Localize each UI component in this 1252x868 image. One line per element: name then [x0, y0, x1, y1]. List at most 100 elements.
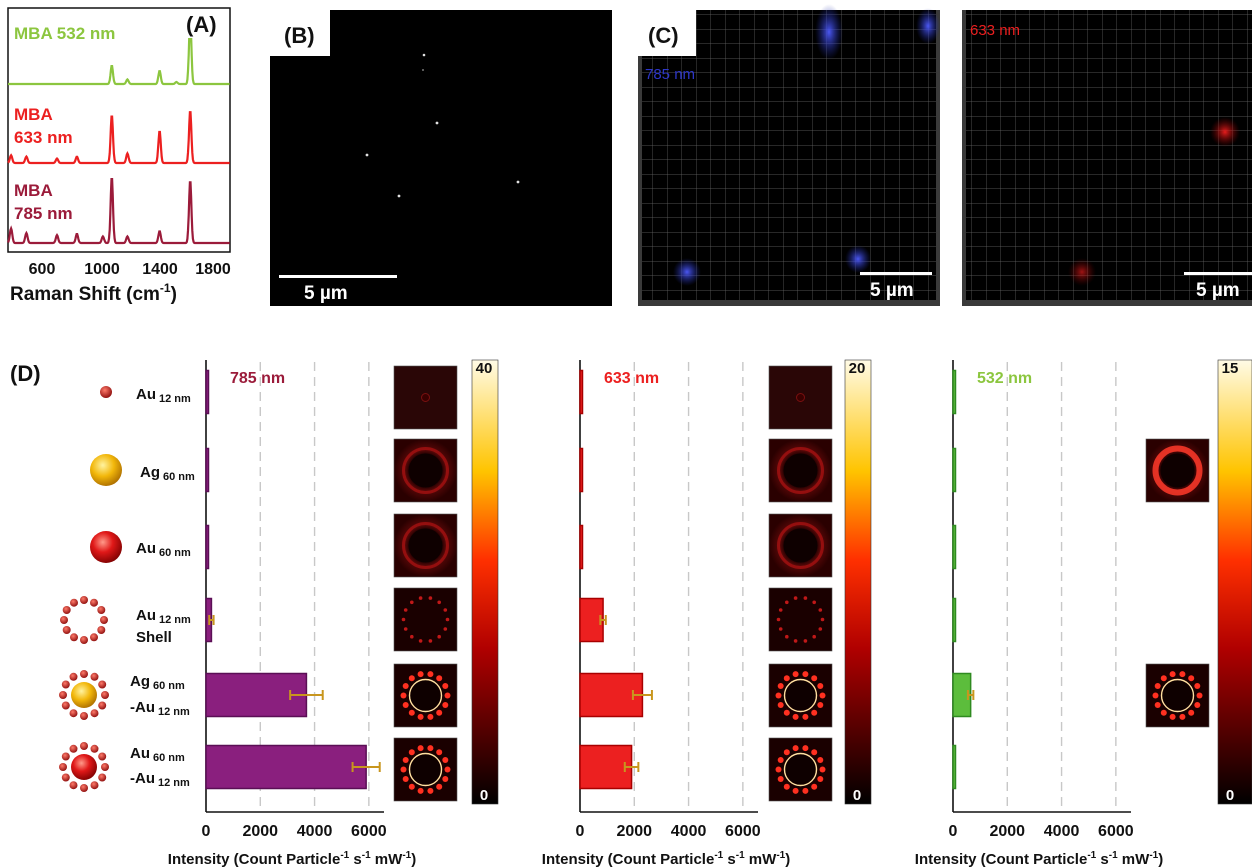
- shell-dot: [62, 626, 71, 634]
- inset-particle: [783, 453, 818, 488]
- field-map-inset: [768, 438, 833, 503]
- bar: [952, 597, 957, 643]
- particle-spot: [516, 180, 520, 184]
- shell-dot: [101, 691, 109, 699]
- inset-hotspot: [417, 787, 424, 794]
- x-tick-label: 2000: [242, 823, 278, 840]
- inset-hotspot: [1194, 702, 1201, 708]
- inset-hotspot: [436, 783, 443, 790]
- panel-c-left-wavelength: 785 nm: [645, 66, 695, 83]
- inset-hotspot: [792, 671, 799, 678]
- inset-core-edge: [783, 678, 818, 713]
- panel-c-right-grid: [966, 10, 1252, 300]
- core-sphere: [71, 682, 97, 708]
- colorbar-max: 15: [1222, 360, 1239, 377]
- panel-c-label: (C): [648, 23, 679, 48]
- au-shell-icon: [60, 596, 108, 644]
- raman-spot: [815, 4, 843, 60]
- inset-hotspot: [792, 745, 799, 752]
- inset-core-edge: [1160, 678, 1195, 713]
- colorbar: [844, 359, 872, 805]
- field-map-inset: [393, 663, 458, 728]
- inset-particle: [408, 528, 443, 563]
- panel-b: (B) 5 µm: [270, 10, 612, 306]
- panel-d-label: (D): [10, 361, 41, 386]
- panel-c-right-wavelength: 633 nm: [970, 22, 1020, 39]
- x-tick-label: 2000: [616, 823, 652, 840]
- inset-core: [785, 680, 816, 711]
- inset-hotspot: [785, 634, 789, 639]
- chart-title: 633 nm: [604, 370, 659, 387]
- field-map-inset: [393, 513, 458, 578]
- shell-dot: [80, 784, 88, 792]
- a-xlabel: Raman Shift (cm-1): [10, 281, 177, 305]
- inset-hotspot: [1188, 675, 1195, 682]
- inset-hotspot: [778, 608, 783, 612]
- inset-hotspot: [817, 757, 824, 763]
- field-map-inset: [393, 438, 458, 503]
- shell-dot: [60, 616, 68, 624]
- inset-hotspot: [402, 702, 409, 708]
- label-ag-60nm: Ag 60 nm: [140, 464, 195, 483]
- inset-hotspot: [445, 617, 450, 622]
- colorbar: [1217, 359, 1252, 805]
- shell-dot: [98, 701, 107, 710]
- colorbar-min: 0: [480, 787, 488, 804]
- inset-hotspot: [817, 702, 824, 708]
- field-map-inset: [393, 365, 458, 430]
- x-tick-label: 4000: [297, 823, 333, 840]
- inset-field-halo: [777, 447, 824, 494]
- spectrum-label-785: MBA 785 nm: [14, 181, 73, 223]
- inset-hotspot: [428, 639, 433, 643]
- au-12nm-icon: [100, 386, 112, 398]
- inset-hotspot: [442, 683, 449, 689]
- spectrum-532: [8, 19, 230, 86]
- shell-dot: [97, 626, 106, 634]
- panel-c-right-scalebar: [1184, 272, 1252, 275]
- particle-labels: Au 12 nm Ag 60 nm Au 60 nm Au 12 nm Shell Ag…: [130, 386, 195, 789]
- shell-dot: [61, 773, 70, 782]
- x-axis-label: Intensity (Count Particle-1 s-1 mW-1): [168, 850, 416, 868]
- field-map-inset: [768, 365, 833, 430]
- x-tick-label: 6000: [351, 823, 387, 840]
- inset-core: [410, 754, 441, 785]
- panel-c-label-bg: [638, 10, 696, 56]
- inset-hotspot: [777, 702, 784, 708]
- inset-hotspot: [812, 600, 816, 605]
- a-tick-1800: 1800: [195, 261, 231, 278]
- inset-core: [785, 754, 816, 785]
- inset-hotspot: [775, 766, 782, 773]
- bar: [579, 672, 644, 718]
- inset-particle: [796, 393, 805, 402]
- colorbar-max: 20: [849, 360, 866, 377]
- spectrum-label-532: MBA 532 nm: [14, 24, 115, 43]
- inset-field-halo: [1152, 445, 1203, 496]
- inset-particle: [783, 528, 818, 563]
- inset-hotspot: [785, 600, 789, 605]
- inset-hotspot: [819, 766, 826, 773]
- inset-hotspot: [427, 787, 434, 794]
- inset-hotspot: [777, 683, 784, 689]
- inset-hotspot: [443, 608, 448, 612]
- chart-title: 532 nm: [977, 370, 1032, 387]
- inset-hotspot: [444, 766, 451, 773]
- shell-dot: [80, 636, 88, 644]
- inset-hotspot: [777, 776, 784, 782]
- shell-dot: [80, 742, 88, 750]
- inset-hotspot: [803, 596, 808, 600]
- bar: [952, 524, 957, 570]
- inset-hotspot: [1179, 671, 1186, 678]
- bar: [579, 524, 584, 570]
- shell-dot: [100, 616, 108, 624]
- inset-hotspot: [1169, 713, 1176, 720]
- x-tick-label: 4000: [1044, 823, 1080, 840]
- inset-hotspot: [818, 608, 823, 612]
- shell-dot: [90, 709, 99, 718]
- inset-hotspot: [418, 639, 423, 643]
- inset-hotspot: [402, 757, 409, 763]
- inset-core-edge: [408, 752, 443, 787]
- bar: [205, 447, 210, 493]
- inset-hotspot: [1179, 713, 1186, 720]
- inset-hotspot: [783, 749, 790, 756]
